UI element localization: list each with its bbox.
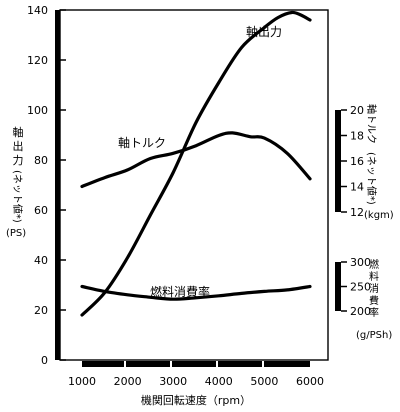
label-layer: 軸出力 (ネット値*) (PS) 軸トルク (ネット値*) (kgm) 燃料消費率 (g/PS… — [6, 25, 394, 341]
fuel-axis-title-unit: (g/PSh) — [356, 330, 392, 341]
power-tick-label: 80 — [34, 154, 48, 167]
torque-axis-title-note: (ネット値*) — [365, 152, 378, 205]
fuel-tick-label: 300 — [350, 256, 371, 269]
power-axis-title-char: 出 — [13, 139, 24, 153]
power-axis-title-char: 力 — [13, 154, 24, 167]
x-axis-bar-segment — [126, 361, 170, 367]
torque-tick-label: 18 — [350, 130, 364, 143]
power-tick-label: 0 — [41, 354, 48, 367]
torque-tick-label: 12 — [350, 206, 364, 219]
power-axis-title-unit: (PS) — [6, 228, 26, 239]
fuel-axis-bar — [335, 262, 341, 311]
power-series-label: 軸出力 — [246, 25, 282, 39]
power-axis-bar — [55, 10, 60, 360]
x-axis-title: 機関回転速度（rpm） — [141, 393, 251, 407]
power-tick-label: 140 — [27, 4, 48, 17]
fuel-axis-title-char: 率 — [369, 306, 379, 319]
torque-axis-title: 軸トルク — [365, 104, 378, 144]
torque-tick-label: 16 — [350, 155, 364, 168]
power-tick-label: 40 — [34, 254, 48, 267]
power-tick-label: 60 — [34, 204, 48, 217]
fuel-axis-title-char: 費 — [369, 294, 379, 307]
x-axis-bar-segment — [82, 361, 124, 367]
power-tick-label: 100 — [27, 104, 48, 117]
x-tick-label: 6000 — [296, 375, 324, 388]
axis-layer: 0 20 40 60 80 100 120 140 1000 2000 3000 4000 5000 60… — [27, 4, 371, 407]
fuel-axis-title-char: 料 — [369, 270, 379, 283]
x-axis-bar-segment — [218, 361, 262, 367]
power-axis-title-char: 軸 — [13, 125, 24, 139]
x-tick-label: 5000 — [250, 375, 278, 388]
power-tick-label: 120 — [27, 54, 48, 67]
torque-tick-label: 14 — [350, 181, 364, 194]
power-tick-label: 20 — [34, 304, 48, 317]
torque-curve — [80, 131, 312, 189]
fuel-axis-title-char: 燃 — [369, 258, 379, 271]
power-axis-title-note: (ネット値*) — [11, 170, 24, 223]
fuel-tick-label: 250 — [350, 281, 371, 294]
x-axis-bar-segment — [172, 361, 216, 367]
torque-tick-label: 20 — [350, 104, 364, 117]
x-tick-label: 2000 — [114, 375, 142, 388]
series-layer — [80, 10, 312, 317]
fuel-series-label: 燃料消費率 — [150, 284, 210, 299]
fuel-tick-label: 200 — [350, 305, 371, 318]
x-tick-label: 4000 — [205, 375, 233, 388]
x-axis-bar-segment — [264, 361, 310, 367]
torque-series-label: 軸トルク — [118, 136, 166, 150]
fuel-axis-title-char: 消 — [369, 282, 379, 295]
torque-axis-title-unit: (kgm) — [364, 210, 394, 221]
x-tick-label: 1000 — [68, 375, 96, 388]
torque-axis-bar — [335, 110, 341, 212]
x-tick-label: 3000 — [159, 375, 187, 388]
fuel-consumption-curve — [80, 284, 312, 301]
power-curve — [80, 10, 312, 317]
